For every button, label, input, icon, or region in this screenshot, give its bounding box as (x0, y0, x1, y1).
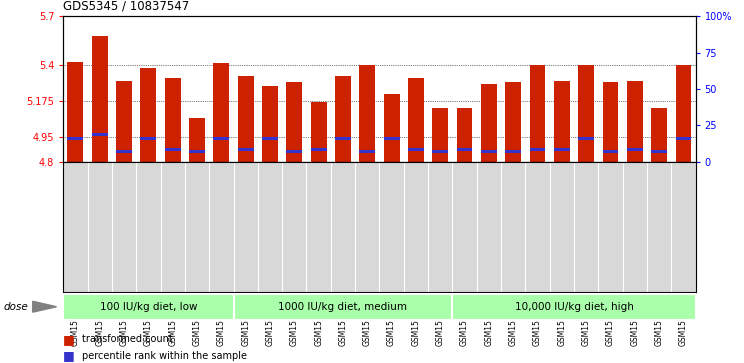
Bar (116, 81, 132, 162)
Bar (505, 150, 521, 152)
Bar (68, 61, 83, 162)
Text: ■: ■ (63, 349, 75, 362)
Bar (481, 84, 497, 162)
Bar (481, 150, 497, 152)
Polygon shape (33, 301, 57, 312)
Bar (311, 148, 327, 151)
Bar (554, 81, 570, 162)
Bar (457, 108, 472, 162)
Bar (578, 65, 594, 162)
Bar (676, 65, 691, 162)
Bar (116, 150, 132, 152)
Bar (505, 82, 521, 162)
Bar (359, 65, 375, 162)
Bar (627, 81, 643, 162)
Bar (63, 294, 234, 320)
Bar (432, 150, 448, 152)
Bar (164, 78, 181, 162)
Text: 1000 IU/kg diet, medium: 1000 IU/kg diet, medium (278, 302, 408, 312)
Bar (189, 150, 205, 152)
Bar (384, 137, 400, 140)
Bar (189, 118, 205, 162)
Bar (238, 76, 254, 162)
Text: 10,000 IU/kg diet, high: 10,000 IU/kg diet, high (515, 302, 633, 312)
Bar (457, 148, 472, 151)
Bar (238, 148, 254, 151)
Text: GDS5345 / 10837547: GDS5345 / 10837547 (63, 0, 190, 13)
Bar (359, 150, 375, 152)
Bar (214, 137, 229, 140)
Bar (432, 108, 448, 162)
Bar (214, 63, 229, 162)
Bar (141, 137, 156, 140)
Bar (92, 132, 108, 135)
Bar (603, 82, 618, 162)
Text: dose: dose (4, 302, 28, 312)
Bar (578, 137, 594, 140)
Bar (408, 78, 424, 162)
Bar (286, 82, 302, 162)
Bar (68, 137, 83, 140)
Bar (676, 137, 691, 140)
Bar (408, 148, 424, 151)
Bar (262, 137, 278, 140)
Bar (262, 86, 278, 162)
Bar (234, 294, 452, 320)
Bar (384, 94, 400, 162)
Bar (335, 76, 351, 162)
Bar (627, 148, 643, 151)
Text: 100 IU/kg diet, low: 100 IU/kg diet, low (100, 302, 197, 312)
Bar (603, 150, 618, 152)
Bar (92, 36, 108, 162)
Bar (286, 150, 302, 152)
Bar (141, 68, 156, 162)
Bar (311, 102, 327, 162)
Bar (530, 65, 545, 162)
Bar (452, 294, 696, 320)
Text: transformed count: transformed count (82, 334, 173, 344)
Text: ■: ■ (63, 333, 75, 346)
Bar (554, 148, 570, 151)
Text: percentile rank within the sample: percentile rank within the sample (82, 351, 247, 361)
Bar (651, 108, 667, 162)
Bar (335, 137, 351, 140)
Bar (164, 148, 181, 151)
Bar (530, 148, 545, 151)
Bar (651, 150, 667, 152)
